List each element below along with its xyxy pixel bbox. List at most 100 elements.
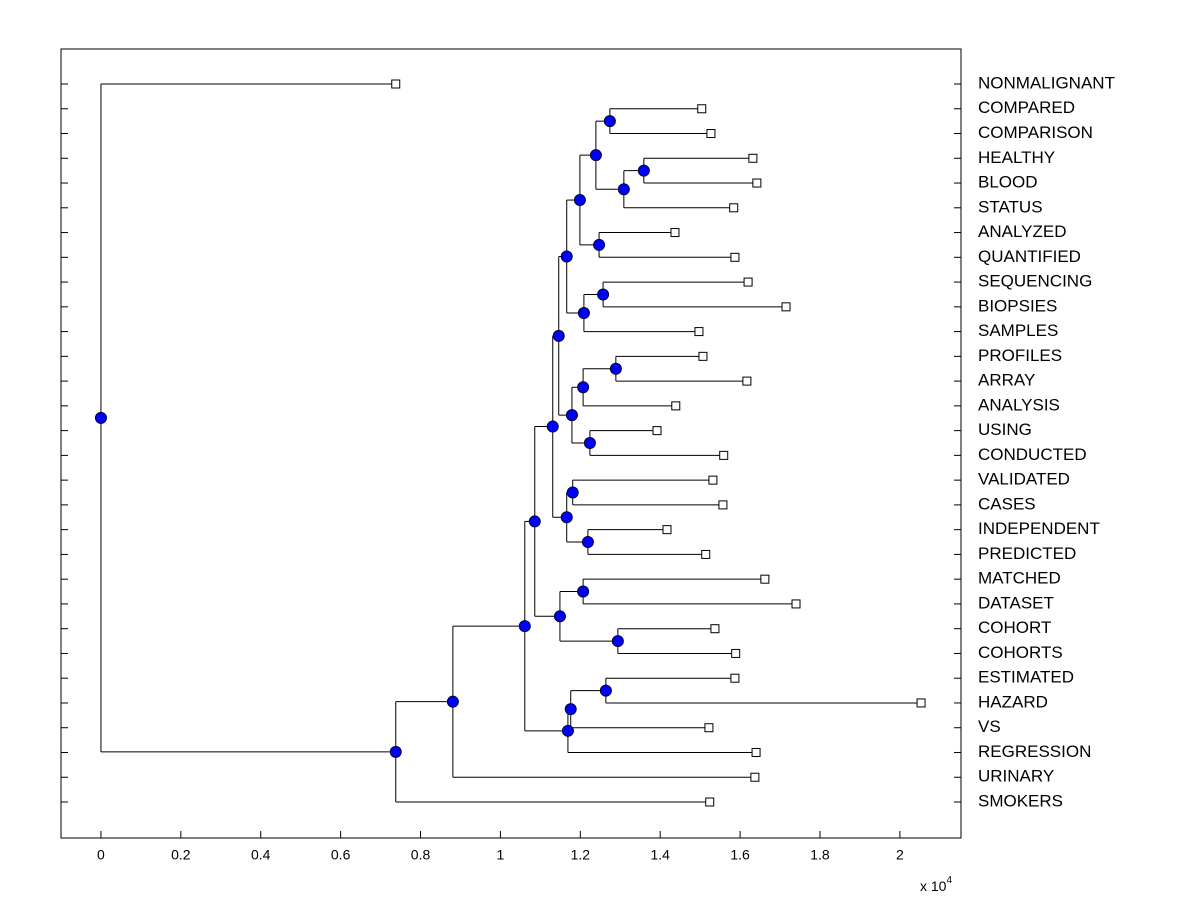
leaf-label: HAZARD [978,692,1048,711]
leaf-marker [791,599,801,609]
node-marker [94,411,107,424]
leaf-label: QUANTIFIED [978,247,1081,266]
leaf-label: VALIDATED [978,470,1070,489]
x-tick-label: 1.2 [571,847,591,863]
leaf-marker [730,673,740,683]
node-marker [389,745,402,758]
node-marker [611,635,624,648]
leaf-label: ESTIMATED [978,668,1074,687]
leaf-marker [760,574,770,584]
leaf-marker [710,624,720,634]
node-marker [577,381,590,394]
leaf-marker [751,747,761,757]
leaf-marker [748,153,758,163]
node-marker [518,620,531,633]
leaf-label: SMOKERS [978,791,1063,810]
node-marker [609,362,622,375]
x-tick-label: 1.8 [810,847,830,863]
leaf-marker [750,772,760,782]
node-marker [603,115,616,128]
leaf-marker [781,302,791,312]
leaf-label: INDEPENDENT [978,519,1100,538]
leaf-marker [729,203,739,213]
node-marker [597,288,610,301]
x-tick-label: 0.8 [411,847,431,863]
leaf-label: COMPARISON [978,123,1093,142]
leaf-label: ANALYSIS [978,395,1060,414]
node-marker [528,515,541,528]
x-tick-label: 0.2 [171,847,191,863]
leaf-label: USING [978,420,1032,439]
x-tick-label: 1 [497,847,505,863]
node-marker [599,684,612,697]
node-marker [446,695,459,708]
leaf-marker [705,797,715,807]
node-marker [577,307,590,320]
leaf-label: VS [978,717,1001,736]
leaf-label: REGRESSION [978,742,1091,761]
node-marker [637,164,650,177]
node-marker [560,250,573,263]
leaf-label: BLOOD [978,173,1038,192]
leaf-marker [662,525,672,535]
leaf-marker [697,104,707,114]
leaf-label: ARRAY [978,371,1035,390]
leaf-marker [704,723,714,733]
leaf-label: SEQUENCING [978,272,1092,291]
node-marker [581,536,594,549]
leaf-marker [742,376,752,386]
leaf-marker [752,178,762,188]
plot-frame [60,48,962,839]
leaf-marker [698,351,708,361]
node-marker [573,194,586,207]
x-tick-label: 0.4 [251,847,271,863]
leaf-label: PROFILES [978,346,1062,365]
leaf-label: COHORT [978,618,1051,637]
leaf-label: CASES [978,494,1036,513]
node-marker [560,511,573,524]
leaf-marker [730,252,740,262]
leaf-label: COHORTS [978,643,1063,662]
leaf-label: ANALYZED [978,222,1067,241]
leaf-marker [731,648,741,658]
node-marker [552,329,565,342]
x-tick-label: 1.6 [730,847,750,863]
leaf-marker [706,129,716,139]
leaf-marker [652,426,662,436]
leaf-label: DATASET [978,593,1054,612]
node-marker [564,703,577,716]
x-tick-label: 0.6 [331,847,351,863]
multiplier-exponent: 4 [946,875,952,886]
leaf-label: COMPARED [978,98,1075,117]
leaf-label: NONMALIGNANT [978,73,1115,92]
node-marker [546,420,559,433]
node-marker [565,409,578,422]
leaf-label: MATCHED [978,569,1061,588]
node-marker [577,585,590,598]
x-tick-label: 0 [97,847,105,863]
leaf-marker [670,228,680,238]
node-marker [561,724,574,737]
leaf-label: CONDUCTED [978,445,1087,464]
leaf-marker [671,401,681,411]
leaf-marker [694,327,704,337]
leaf-marker [719,450,729,460]
leaf-marker [391,79,401,89]
node-marker [617,183,630,196]
leaf-label: SAMPLES [978,321,1058,340]
node-marker [566,486,579,499]
leaf-marker [718,500,728,510]
leaf-marker [916,698,926,708]
leaf-marker [701,549,711,559]
node-marker [553,610,566,623]
leaf-label: URINARY [978,767,1054,786]
node-marker [593,238,606,251]
leaf-marker [743,277,753,287]
leaf-label: STATUS [978,197,1043,216]
x-tick-label: 2 [896,847,904,863]
x-tick-label: 1.4 [650,847,670,863]
leaf-label: HEALTHY [978,148,1055,167]
multiplier-base: x 10 [920,878,947,894]
axis-multiplier: x 104 [920,875,952,894]
